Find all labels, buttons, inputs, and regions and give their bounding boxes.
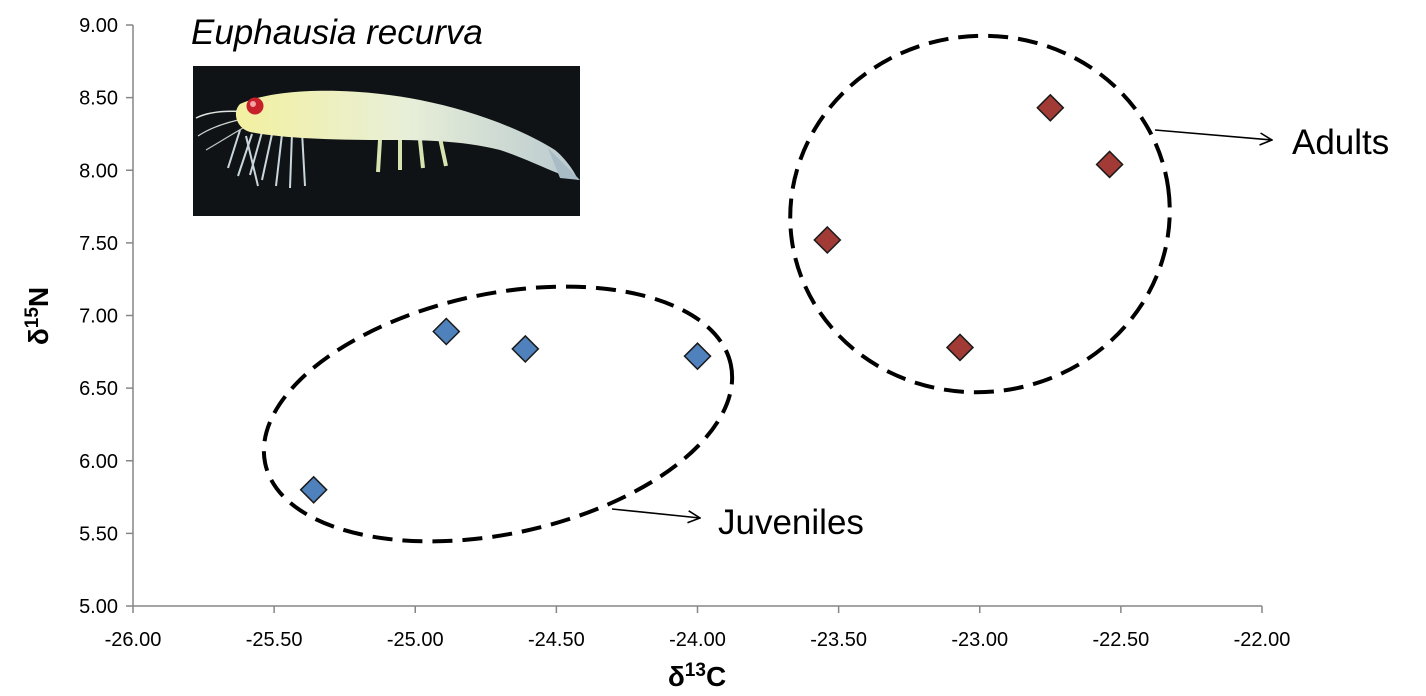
axes: 5.00 5.50 6.00 6.50 7.00 7.50 8.00 8.50 9.00 -26… (79, 15, 1290, 651)
juvenile-data-point (299, 475, 328, 504)
x-axis-title: δ13C (668, 660, 726, 692)
x-tick-label: -25.00 (387, 629, 444, 651)
x-tick-label: -23.00 (951, 629, 1008, 651)
y-tick-label: 6.50 (79, 378, 118, 400)
y-axis-ticks: 5.00 5.50 6.00 6.50 7.00 7.50 8.00 8.50 9.00 (79, 15, 133, 618)
juvenile-data-point (511, 334, 540, 363)
juvenile-data-point (432, 317, 461, 346)
x-tick-label: -24.00 (669, 629, 726, 651)
data-points (299, 93, 1124, 504)
y-tick-label: 8.00 (79, 160, 118, 182)
y-tick-label: 7.50 (79, 233, 118, 255)
x-tick-label: -23.50 (810, 629, 867, 651)
x-tick-label: -24.50 (528, 629, 585, 651)
krill-photo (193, 66, 580, 216)
x-axis-ticks: -26.00 -25.50 -25.00 -24.50 -24.00 -23.50 -23.… (105, 606, 1291, 651)
chart-title: Euphausia recurva (191, 13, 483, 52)
y-tick-label: 9.00 (79, 15, 118, 37)
juveniles-group-ellipse (261, 284, 735, 544)
adults-arrow (1154, 129, 1272, 140)
x-tick-label: -26.00 (105, 629, 162, 651)
y-tick-label: 6.00 (79, 451, 118, 473)
juveniles-label: Juveniles (718, 503, 864, 542)
x-tick-label: -25.50 (246, 629, 303, 651)
adult-data-point (1095, 150, 1124, 179)
x-tick-label: -22.50 (1093, 629, 1150, 651)
x-tick-label: -22.00 (1234, 629, 1291, 651)
y-tick-label: 7.00 (79, 306, 118, 328)
y-tick-label: 8.50 (79, 88, 118, 110)
adult-data-point (1036, 93, 1065, 122)
adult-data-point (945, 333, 975, 362)
juvenile-data-point (683, 342, 712, 371)
adult-data-point (813, 225, 842, 255)
y-axis-title: δ15N (22, 287, 54, 345)
adults-label: Adults (1292, 123, 1389, 162)
y-tick-label: 5.00 (79, 596, 118, 618)
adults-group-ellipse (788, 33, 1172, 395)
juveniles-arrow (611, 508, 700, 518)
y-tick-label: 5.50 (79, 523, 118, 545)
